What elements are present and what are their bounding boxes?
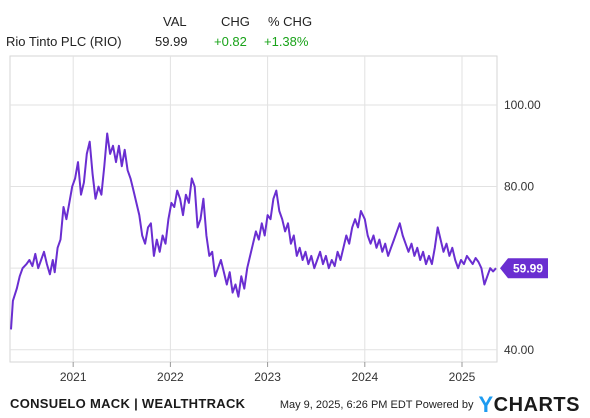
- x-tick-label: 2023: [254, 370, 281, 384]
- y-tick-label: 40.00: [504, 343, 534, 357]
- x-tick-label: 2021: [60, 370, 87, 384]
- x-tick-label: 2024: [351, 370, 378, 384]
- timestamp-text: May 9, 2025, 6:26 PM EDT Powered by: [279, 399, 474, 411]
- plot-frame: [9, 55, 498, 363]
- column-header-pct-change: % CHG: [268, 14, 313, 29]
- price-series-line: [10, 132, 497, 330]
- footer-credit: May 9, 2025, 6:26 PM EDT Powered by Y CHA…: [280, 392, 580, 418]
- attribution-text: CONSUELO MACK | WEALTHTRACK: [10, 396, 246, 411]
- last-value-flag: 59.99: [500, 258, 548, 279]
- x-tick-label: 2022: [157, 370, 184, 384]
- x-tick-label: 2025: [449, 370, 476, 384]
- security-pct-change: +1.38%: [264, 34, 309, 49]
- column-header-change: CHG: [221, 14, 250, 29]
- y-tick-label: 80.00: [504, 180, 534, 194]
- security-value: 59.99: [155, 34, 188, 49]
- x-axis-ticks: 2021 2022 2023 2024 2025: [60, 370, 476, 384]
- ycharts-logo-mark: Y: [478, 392, 494, 417]
- last-value-label: 59.99: [513, 262, 543, 276]
- chart-grid: [9, 55, 498, 367]
- y-tick-label: 100.00: [504, 98, 541, 112]
- ycharts-logo-text: CHARTS: [493, 393, 580, 416]
- last-value-flag-shape: [500, 258, 548, 279]
- security-change: +0.82: [214, 34, 247, 49]
- column-header-value: VAL: [163, 14, 187, 29]
- security-name[interactable]: Rio Tinto PLC (RIO): [6, 34, 122, 49]
- ycharts-logo[interactable]: Y CHARTS: [478, 392, 580, 418]
